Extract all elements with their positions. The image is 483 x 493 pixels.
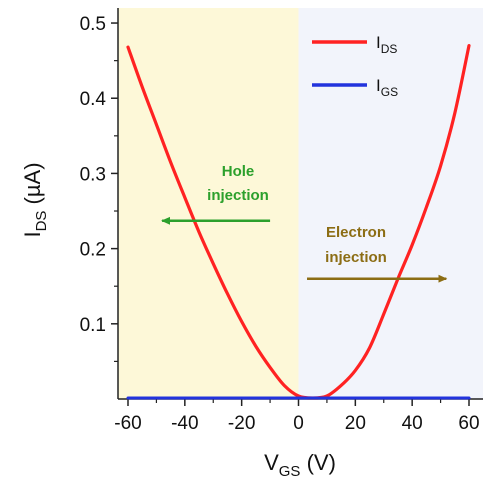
- x-tick-label: -60: [114, 413, 141, 434]
- y-tick-label: 0.1: [80, 315, 106, 336]
- y-axis-label: IDS (µA): [20, 162, 50, 237]
- annotation-label: Hole: [222, 163, 255, 180]
- y-tick-label: 0.4: [80, 89, 107, 110]
- y-tick-label: 0.2: [80, 240, 106, 261]
- y-tick-label: 0.3: [80, 164, 106, 185]
- x-tick-label: -40: [171, 413, 198, 434]
- x-tick-label: -20: [228, 413, 255, 434]
- x-tick-label: 60: [458, 413, 479, 434]
- annotation-label: Electron: [326, 224, 386, 241]
- x-tick-label: 40: [402, 413, 423, 434]
- x-tick-label: 0: [293, 413, 304, 434]
- annotation-label: injection: [207, 187, 269, 204]
- x-tick-label: 20: [345, 413, 366, 434]
- region-shading: [299, 8, 483, 399]
- annotation-label: injection: [325, 249, 387, 266]
- x-axis-label: VGS (V): [264, 450, 336, 480]
- y-tick-label: 0.5: [80, 14, 106, 35]
